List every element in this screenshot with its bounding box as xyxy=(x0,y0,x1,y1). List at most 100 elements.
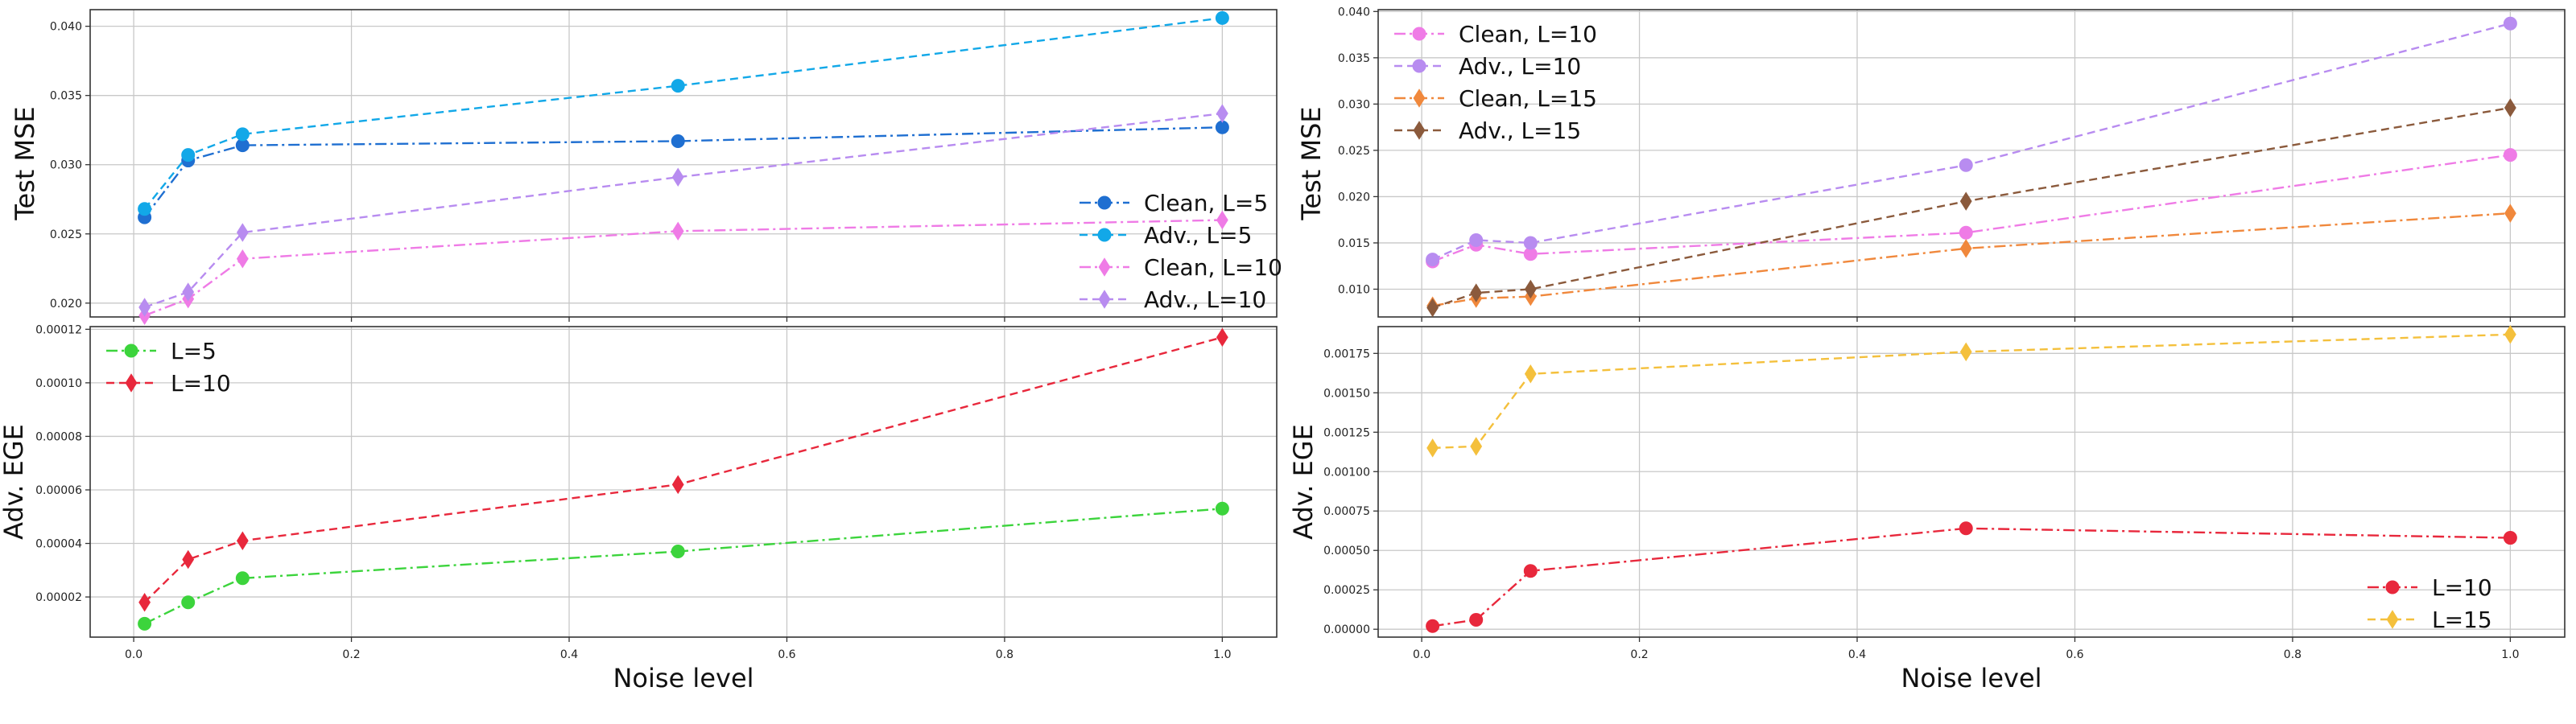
data-point xyxy=(236,249,249,269)
y-axis-label: Adv. EGE xyxy=(1288,424,1319,540)
data-point xyxy=(2503,16,2517,31)
y-tick-label: 0.00150 xyxy=(1323,387,1370,400)
legend-swatch-marker xyxy=(1097,228,1112,242)
y-tick-label: 0.040 xyxy=(50,21,82,34)
y-tick-label: 0.025 xyxy=(50,228,82,241)
data-point xyxy=(1959,239,1972,258)
data-point xyxy=(1959,158,1973,172)
x-tick-label: 0.4 xyxy=(560,648,578,661)
y-tick-label: 0.00100 xyxy=(1323,466,1370,479)
y-tick-label: 0.020 xyxy=(1338,191,1370,204)
data-point xyxy=(1470,437,1483,456)
data-point xyxy=(1523,564,1538,578)
y-axis-label: Test MSE xyxy=(1296,106,1327,220)
data-point xyxy=(138,593,151,612)
x-tick-label: 0.6 xyxy=(2066,648,2083,661)
data-point xyxy=(2503,531,2517,545)
legend-swatch-marker xyxy=(125,373,138,393)
axes-frame xyxy=(1377,326,2566,638)
y-axis-label: Test MSE xyxy=(10,106,40,220)
legend-swatch-marker xyxy=(124,343,138,358)
legend-swatch-marker xyxy=(1412,27,1426,41)
x-tick-label: 0.0 xyxy=(125,648,142,661)
legend-swatch-marker xyxy=(1097,195,1112,210)
data-point xyxy=(1524,279,1537,299)
data-point xyxy=(1216,104,1228,123)
legend-label: Adv., L=15 xyxy=(1459,117,1581,144)
x-tick-label: 0.2 xyxy=(1630,648,1648,661)
y-tick-label: 0.00000 xyxy=(1323,623,1370,636)
x-tick-label: 0.4 xyxy=(1848,648,1866,661)
data-point xyxy=(1469,612,1484,627)
x-tick-label: 0.8 xyxy=(2284,648,2301,661)
y-tick-label: 0.035 xyxy=(50,90,82,103)
legend-swatch-marker xyxy=(2386,610,2399,629)
axes-frame xyxy=(1377,9,2566,318)
y-tick-label: 0.030 xyxy=(1338,98,1370,111)
legend-label: Adv., L=5 xyxy=(1144,222,1252,249)
data-point xyxy=(671,134,685,148)
legend-swatch-marker xyxy=(1098,257,1111,277)
data-point xyxy=(671,79,685,93)
y-tick-label: 0.00002 xyxy=(35,591,82,604)
legend: Clean, L=5 Adv., L=5 Clean, L=10 Adv., L=10 xyxy=(1080,190,1282,313)
y-tick-label: 0.040 xyxy=(1338,6,1370,19)
data-point xyxy=(1426,438,1439,458)
y-tick-label: 0.015 xyxy=(1338,237,1370,250)
data-point xyxy=(1216,210,1228,230)
series-line xyxy=(1432,212,2511,307)
y-tick-label: 0.00010 xyxy=(35,377,82,390)
y-tick-label: 0.030 xyxy=(50,159,82,172)
data-point xyxy=(2504,98,2516,117)
data-point xyxy=(1426,298,1439,318)
y-tick-label: 0.035 xyxy=(1338,52,1370,65)
x-axis-label: Noise level xyxy=(613,663,753,693)
legend: Clean, L=10 Adv., L=10 Clean, L=15 Adv., L=… xyxy=(1394,21,1597,144)
data-point xyxy=(1959,191,1972,211)
legend-label: Clean, L=10 xyxy=(1459,21,1597,47)
x-tick-label: 0.2 xyxy=(342,648,360,661)
data-point xyxy=(236,223,249,242)
legend-label: Adv., L=10 xyxy=(1459,53,1581,80)
data-point xyxy=(138,298,151,317)
y-tick-label: 0.010 xyxy=(1338,283,1370,296)
data-point xyxy=(182,282,195,302)
y-axis-label: Adv. EGE xyxy=(0,424,29,540)
legend-swatch-marker xyxy=(1413,88,1426,108)
legend-label: Clean, L=15 xyxy=(1459,85,1597,112)
data-point xyxy=(1959,342,1972,362)
legend-label: L=15 xyxy=(2432,607,2492,633)
series-line xyxy=(143,126,1223,218)
y-tick-label: 0.025 xyxy=(1338,145,1370,158)
legend-label: Adv., L=10 xyxy=(1144,286,1266,313)
legend-swatch-marker xyxy=(1412,59,1426,73)
legend: L=10 L=15 xyxy=(2368,574,2492,633)
axes-frame xyxy=(89,326,1278,638)
data-point xyxy=(1959,225,1973,240)
y-tick-label: 0.00006 xyxy=(35,484,82,497)
series-line xyxy=(1432,23,2511,261)
legend-swatch-marker xyxy=(1413,121,1426,140)
y-tick-label: 0.00175 xyxy=(1323,348,1370,360)
data-point xyxy=(1426,253,1440,267)
legend-label: L=10 xyxy=(171,370,231,397)
panel-top-left: 0.020 0.025 0.030 0.035 0.040 Test MSE Clean, … xyxy=(10,9,1282,326)
panel-bottom-right: 0.00000 0.00025 0.00050 0.00075 0.00100 0.001… xyxy=(1288,325,2566,693)
y-tick-label: 0.00008 xyxy=(35,430,82,443)
panel-top-right: 0.010 0.015 0.020 0.025 0.030 0.035 0.040 Test … xyxy=(1296,6,2566,322)
data-point xyxy=(1524,364,1537,384)
data-point xyxy=(1216,327,1228,348)
x-tick-label: 0.0 xyxy=(1413,648,1430,661)
data-point xyxy=(181,595,196,610)
data-point xyxy=(138,202,152,216)
data-point xyxy=(1523,236,1538,250)
data-point xyxy=(2504,325,2516,344)
data-point xyxy=(138,616,152,631)
series-line xyxy=(143,336,1223,603)
x-tick-label: 0.8 xyxy=(996,648,1013,661)
x-tick-label: 1.0 xyxy=(2501,648,2519,661)
x-tick-label: 1.0 xyxy=(1213,648,1231,661)
data-point xyxy=(235,127,250,142)
data-point xyxy=(1959,521,1973,536)
